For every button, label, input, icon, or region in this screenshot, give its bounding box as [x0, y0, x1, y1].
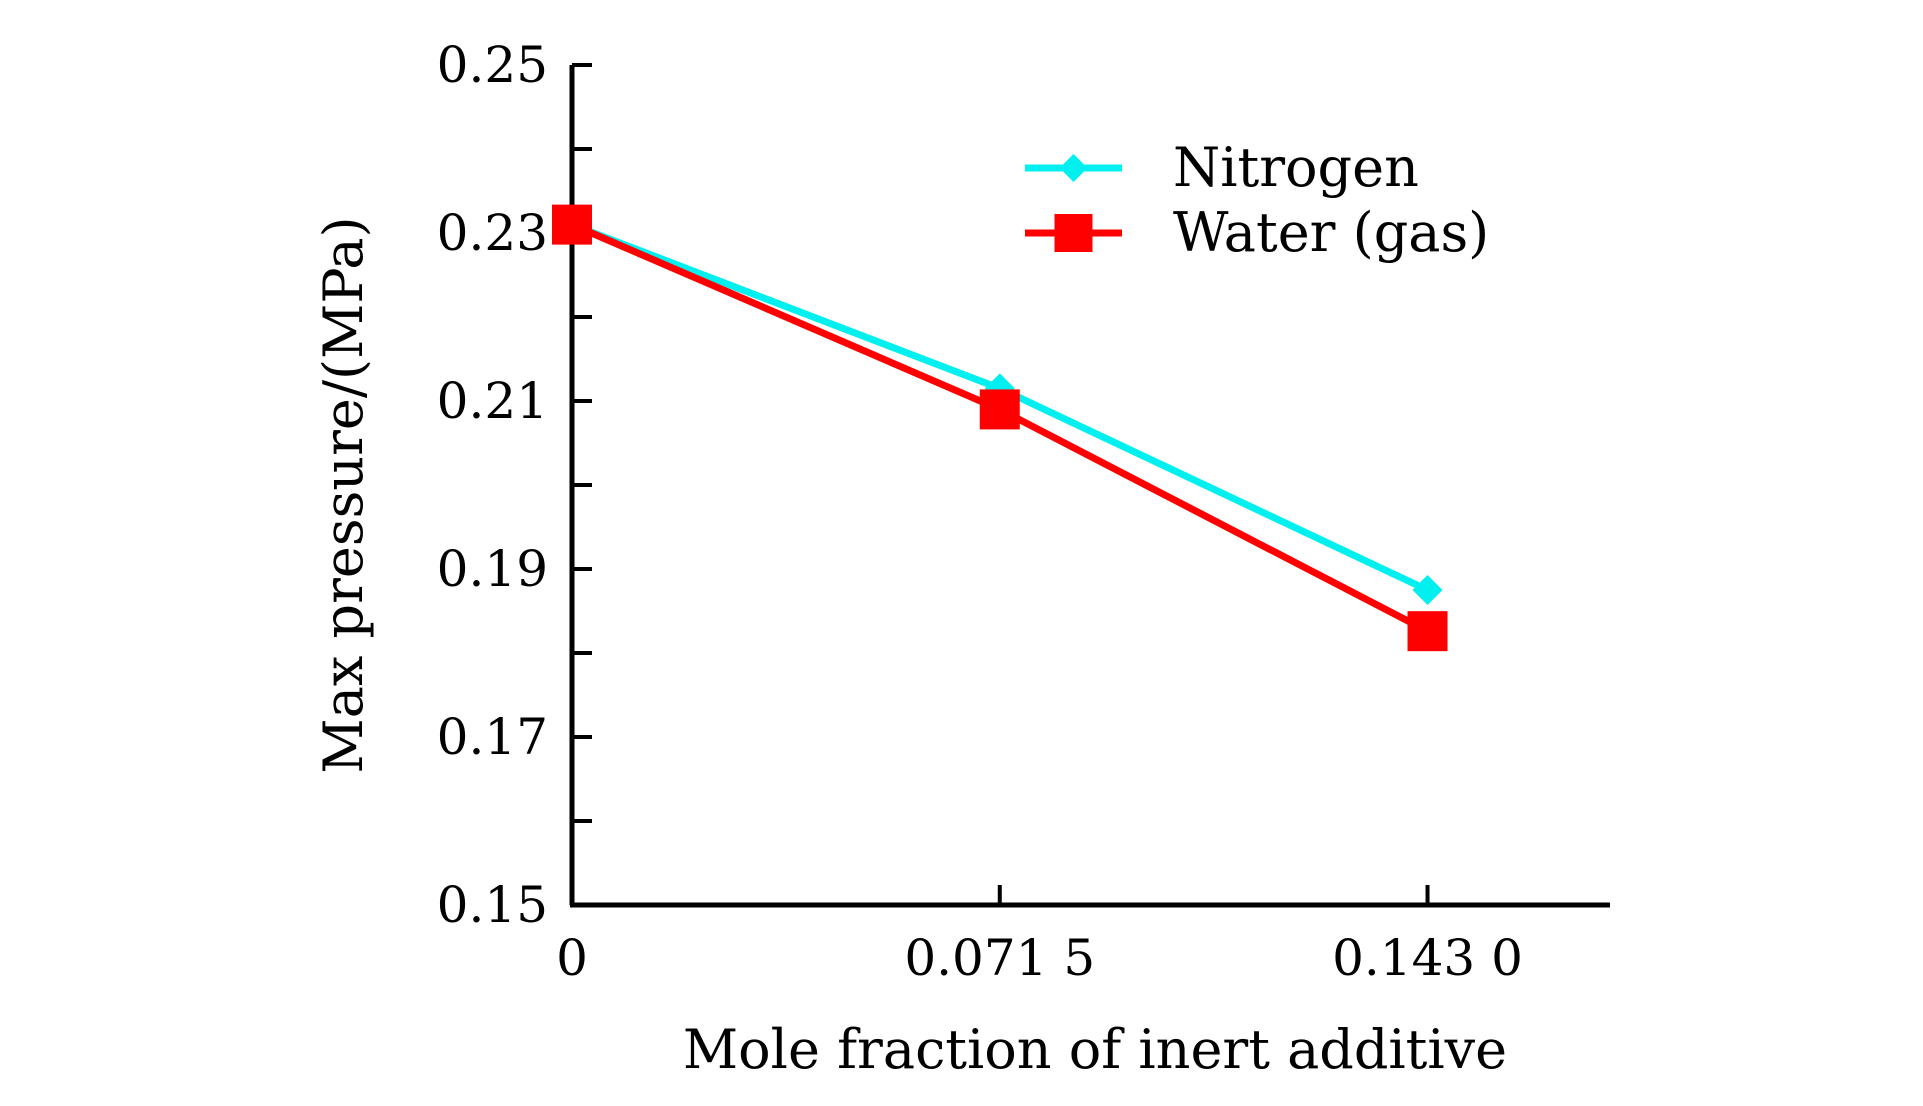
data-point — [1412, 575, 1443, 605]
y-tick-label: 0.15 — [437, 876, 548, 934]
data-point — [1407, 611, 1448, 652]
legend-label: Water (gas) — [1173, 201, 1489, 264]
x-tick-label: 0.143 0 — [1332, 929, 1523, 987]
series-water-gas — [552, 204, 1448, 652]
data-point — [552, 204, 592, 245]
legend-marker — [1054, 214, 1093, 252]
legend-marker — [1059, 154, 1088, 182]
legend-item: Nitrogen — [1025, 136, 1419, 199]
x-tick-label: 0 — [556, 929, 588, 987]
x-tick-label: 0.071 5 — [904, 929, 1095, 987]
y-tick-label: 0.25 — [437, 36, 548, 94]
axes: 0.15 0.17 0.19 0.21 0.23 0.25 0 0.071 5 0.143 0 — [437, 36, 1610, 987]
y-axis-title: Max pressure/(MPa) — [312, 216, 375, 773]
y-tick-label: 0.21 — [437, 372, 548, 430]
series-layer — [552, 204, 1448, 652]
y-tick-label: 0.17 — [437, 708, 548, 766]
x-axis-title: Mole fraction of inert additive — [683, 1018, 1507, 1081]
legend-label: Nitrogen — [1173, 136, 1419, 199]
legend-item: Water (gas) — [1025, 201, 1489, 264]
y-tick-label: 0.19 — [437, 540, 548, 598]
y-tick-label: 0.23 — [437, 204, 548, 262]
data-point — [979, 389, 1020, 430]
